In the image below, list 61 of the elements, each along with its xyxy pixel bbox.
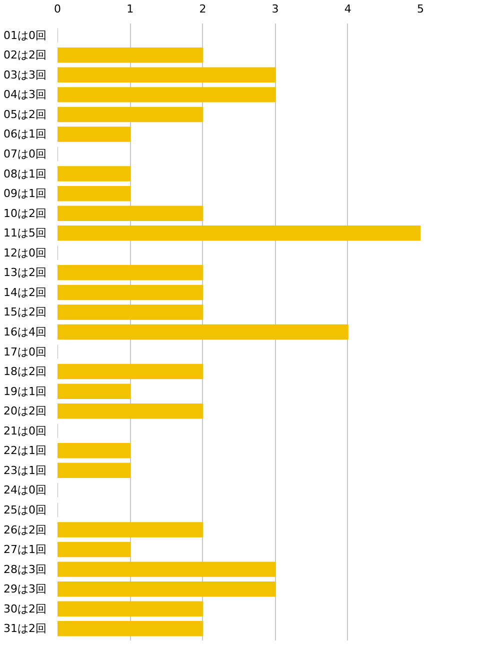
bar: [58, 522, 204, 538]
y-tick-label: 08は1回: [4, 167, 47, 180]
y-tick-label: 20は2回: [4, 404, 47, 418]
y-tick-label: 06は1回: [4, 128, 47, 141]
x-tick-label: 3: [272, 2, 279, 16]
bar: [58, 265, 204, 280]
y-tick-label: 07は0回: [4, 148, 47, 161]
y-tick-label: 16は4回: [4, 326, 47, 338]
bar: [58, 562, 276, 577]
y-tick-label: 14は2回: [4, 286, 47, 299]
x-tick-label: 5: [417, 2, 424, 16]
y-tick-label: 30は2回: [4, 602, 47, 616]
bar: [58, 67, 276, 83]
bar: [58, 462, 131, 478]
x-tick-label: 1: [126, 2, 134, 16]
y-tick-label: 26は2回: [4, 523, 47, 536]
bar: [58, 166, 131, 182]
y-tick-label: 05は2回: [4, 108, 47, 121]
y-tick-label: 12は0回: [4, 246, 47, 260]
y-tick-label: 17は0回: [4, 345, 47, 358]
x-tick-label: 0: [54, 2, 61, 16]
y-tick-label: 03は3回: [4, 68, 47, 82]
bar: [58, 384, 131, 399]
x-tick-label: 2: [199, 2, 206, 16]
y-tick-label: 09は1回: [4, 187, 47, 200]
bar: [58, 87, 276, 102]
bar: [58, 126, 131, 142]
y-tick-label: 24は0回: [4, 484, 47, 497]
x-tick-label: 4: [344, 2, 352, 16]
y-tick-label: 23は1回: [4, 464, 47, 477]
y-tick-label: 10は2回: [4, 206, 47, 220]
bar: [58, 206, 204, 221]
bar: [58, 621, 204, 636]
y-tick-label: 01は0回: [4, 28, 47, 42]
bar: [58, 48, 204, 63]
bar: [58, 106, 204, 122]
bar: [58, 403, 204, 419]
y-tick-label: 27は1回: [4, 543, 47, 556]
bar: [58, 364, 204, 380]
bar: [58, 601, 204, 616]
bar: [58, 304, 204, 320]
bar: [58, 186, 131, 202]
y-tick-label: 13は2回: [4, 266, 47, 280]
bar: [58, 581, 276, 597]
y-tick-label: 31は2回: [4, 622, 47, 636]
y-tick-label: 04は3回: [4, 88, 47, 102]
y-tick-label: 28は3回: [4, 562, 47, 576]
bar: [58, 324, 348, 340]
bar: [58, 226, 420, 241]
y-tick-label: 11は5回: [4, 226, 47, 240]
y-tick-label: 15は2回: [4, 306, 47, 319]
bar: [58, 443, 131, 458]
y-tick-label: 18は2回: [4, 365, 47, 378]
y-tick-label: 29は3回: [4, 582, 47, 596]
bar: [58, 284, 204, 300]
y-tick-label: 02は2回: [4, 48, 47, 62]
y-tick-label: 25は0回: [4, 503, 47, 516]
y-tick-label: 19は1回: [4, 384, 47, 398]
bar: [58, 542, 131, 558]
y-tick-label: 22は1回: [4, 444, 47, 458]
y-tick-label: 21は0回: [4, 424, 47, 438]
